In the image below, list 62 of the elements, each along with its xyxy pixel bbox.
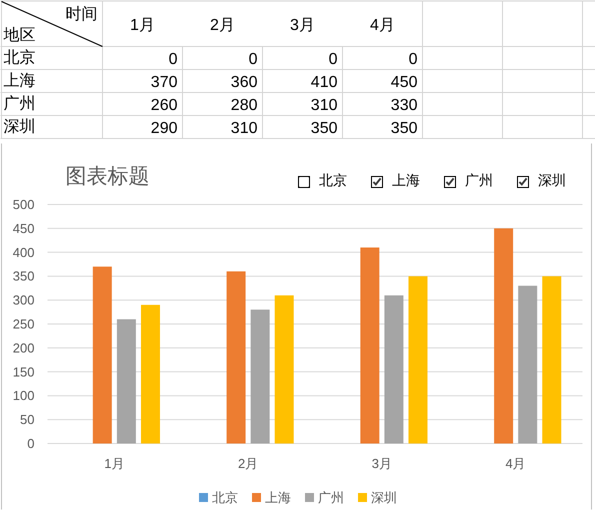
y-tick-label: 北京 — [4, 48, 36, 66]
chart-title: 图表标题 — [66, 165, 150, 188]
data-label: 0 — [248, 51, 258, 68]
y-tick-label: 350 — [12, 268, 35, 284]
y-tick-label: 150 — [12, 364, 35, 380]
data-label: 260 — [150, 97, 178, 114]
bar — [408, 276, 428, 444]
legend-label: 广州 — [318, 490, 344, 505]
y-tick-label: 300 — [12, 292, 35, 308]
legend-label: 上海 — [265, 490, 291, 505]
bar — [226, 271, 246, 444]
y-tick-label: 250 — [12, 316, 35, 332]
x-axis-title: 时间 — [66, 5, 98, 23]
y-tick-label: 上海 — [4, 72, 36, 90]
data-label: 290 — [150, 120, 178, 137]
data-label: 350 — [310, 120, 338, 137]
text: 深圳 — [538, 172, 566, 188]
legend-label: 深圳 — [371, 490, 397, 505]
bar — [360, 248, 380, 444]
y-tick-label: 广州 — [4, 94, 36, 112]
x-tick-label: 2月 — [210, 17, 235, 34]
bar — [384, 295, 404, 444]
bar — [518, 286, 538, 444]
data-label: 410 — [310, 74, 338, 91]
legend-label: 北京 — [212, 490, 238, 505]
bar — [140, 304, 160, 444]
data-label: 280 — [230, 97, 258, 114]
x-tick-label: 1月 — [104, 456, 124, 471]
y-axis-title: 地区 — [2, 26, 36, 44]
data-label: 0 — [328, 51, 338, 68]
bar — [274, 295, 294, 444]
data-label: 450 — [390, 74, 418, 91]
y-tick-label: 500 — [12, 197, 35, 212]
data-label: 330 — [390, 97, 418, 114]
y-tick-label: 200 — [12, 340, 35, 356]
data-label: 360 — [230, 74, 258, 91]
x-tick-label: 3月 — [372, 456, 392, 471]
data-label: 310 — [310, 97, 338, 114]
bar — [116, 319, 136, 444]
y-tick-label: 50 — [20, 412, 35, 428]
x-tick-label: 4月 — [370, 17, 395, 34]
x-tick-label: 4月 — [506, 456, 526, 471]
bar — [494, 228, 514, 444]
y-tick-label: 400 — [12, 244, 35, 260]
text: 北京 — [319, 172, 347, 188]
text: 上海 — [392, 172, 420, 188]
y-tick-label: 450 — [12, 220, 35, 236]
x-tick-label: 1月 — [130, 17, 155, 34]
text: 广州 — [465, 172, 493, 188]
bar — [250, 310, 270, 444]
y-tick-label: 0 — [27, 436, 35, 451]
data-label: 0 — [168, 51, 178, 68]
y-tick-label: 100 — [12, 388, 35, 404]
x-tick-label: 2月 — [238, 456, 258, 471]
x-tick-label: 3月 — [290, 17, 315, 34]
data-label: 310 — [230, 120, 258, 137]
bar — [92, 266, 112, 444]
y-tick-label: 深圳 — [4, 118, 36, 136]
data-label: 350 — [390, 120, 418, 137]
bar — [542, 276, 562, 444]
data-label: 0 — [408, 51, 418, 68]
data-label: 370 — [150, 74, 178, 91]
